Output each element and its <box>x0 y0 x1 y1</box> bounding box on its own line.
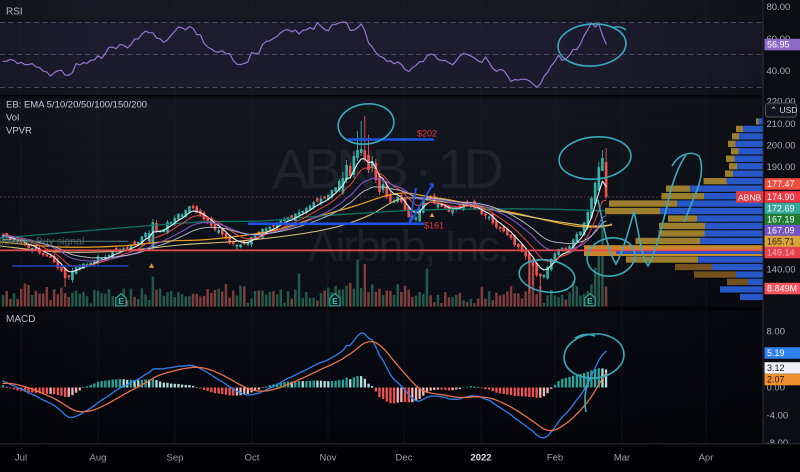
svg-text:Sep: Sep <box>167 453 184 464</box>
svg-text:0.00: 0.00 <box>767 383 786 394</box>
svg-text:Jul: Jul <box>15 453 27 464</box>
svg-text:$202: $202 <box>417 129 437 139</box>
svg-text:2.07: 2.07 <box>767 375 785 385</box>
svg-text:210.00: 210.00 <box>767 119 796 130</box>
svg-text:2022: 2022 <box>470 453 491 464</box>
svg-text:⌃ USD: ⌃ USD <box>770 105 797 115</box>
svg-text:190.00: 190.00 <box>767 162 796 173</box>
svg-text:Feb: Feb <box>547 453 563 464</box>
svg-text:80.00: 80.00 <box>767 2 791 13</box>
svg-text:$161: $161 <box>424 221 444 231</box>
svg-text:EB: EMA 5/10/20/50/100/150/200: EB: EMA 5/10/20/50/100/150/200 <box>6 100 147 111</box>
svg-text:40.00: 40.00 <box>767 66 791 77</box>
svg-text:RSI: RSI <box>6 7 23 18</box>
svg-text:Mar: Mar <box>614 453 630 464</box>
svg-text:ABNB: ABNB <box>738 192 761 202</box>
svg-text:MACD: MACD <box>6 314 35 325</box>
svg-text:200.00: 200.00 <box>767 141 796 152</box>
svg-text:Apr: Apr <box>699 453 714 464</box>
svg-text:56.95: 56.95 <box>767 40 790 50</box>
svg-text:177.47: 177.47 <box>767 179 795 189</box>
svg-text:Oct: Oct <box>245 453 260 464</box>
svg-text:140.00: 140.00 <box>767 265 796 276</box>
svg-text:Vol: Vol <box>6 113 19 124</box>
svg-text:Dec: Dec <box>396 453 413 464</box>
svg-text:5.19: 5.19 <box>767 348 785 358</box>
svg-text:220.00: 220.00 <box>767 97 796 108</box>
svg-text:3.12: 3.12 <box>767 363 785 373</box>
svg-text:Validation-Buy signal: Validation-Buy signal <box>0 236 84 248</box>
svg-text:167.09: 167.09 <box>767 226 795 236</box>
svg-text:E: E <box>587 296 593 306</box>
svg-text:Aug: Aug <box>90 453 107 464</box>
svg-text:174.90: 174.90 <box>767 192 795 202</box>
svg-text:8.00: 8.00 <box>767 327 786 338</box>
svg-text:165.71: 165.71 <box>767 237 795 247</box>
svg-text:167.19: 167.19 <box>767 215 795 225</box>
svg-text:8.849M: 8.849M <box>767 284 797 294</box>
svg-text:E: E <box>118 296 124 306</box>
svg-text:E: E <box>332 296 338 306</box>
svg-text:149.14: 149.14 <box>767 248 795 258</box>
svg-text:-4.00: -4.00 <box>767 411 789 422</box>
svg-text:Nov: Nov <box>320 453 337 464</box>
svg-text:172.69: 172.69 <box>767 204 795 214</box>
svg-text:Airbnb, Inc.: Airbnb, Inc. <box>308 222 510 271</box>
svg-text:VPVR: VPVR <box>6 126 32 137</box>
